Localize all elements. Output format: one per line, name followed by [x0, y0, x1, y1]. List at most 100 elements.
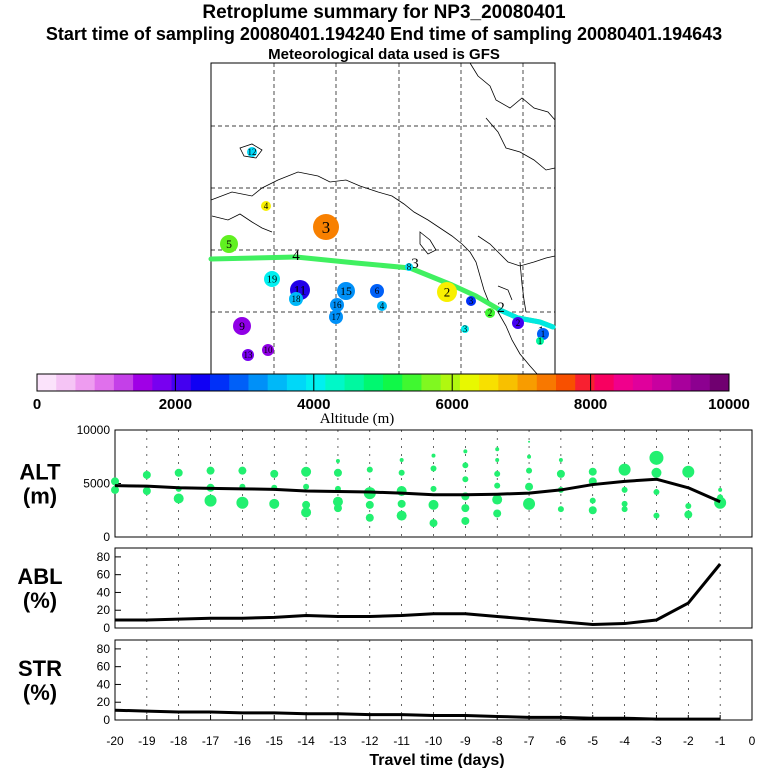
y-tick-label: 10000 — [77, 423, 111, 437]
x-tick-label: -5 — [587, 734, 598, 748]
y-tick-label: 40 — [97, 677, 111, 691]
cluster-label: 16 — [332, 300, 342, 310]
cluster-label: 6 — [375, 286, 380, 296]
colorbar-swatch — [690, 374, 711, 391]
altitude-point — [333, 468, 342, 477]
altitude-point — [431, 453, 436, 458]
x-tick-label: -19 — [138, 734, 156, 748]
altitude-point — [621, 506, 628, 513]
cluster-marker — [264, 271, 280, 287]
altitude-point — [589, 497, 596, 504]
colorbar-swatch — [94, 374, 115, 391]
cluster-marker — [262, 344, 274, 356]
y-axis-title: (%) — [23, 680, 57, 705]
cluster-marker — [461, 325, 469, 333]
colorbar-swatch — [267, 374, 288, 391]
x-tick-label: -14 — [297, 734, 315, 748]
x-tick-label: -12 — [361, 734, 379, 748]
altitude-point — [718, 487, 723, 492]
colorbar-swatch — [229, 374, 249, 391]
altitude-point — [430, 465, 437, 472]
cluster-label: 1 — [541, 329, 546, 339]
x-tick-label: -9 — [460, 734, 471, 748]
x-axis-title: Travel time (days) — [369, 752, 504, 768]
cluster-label: 4 — [380, 301, 385, 311]
colorbar-swatch — [113, 374, 134, 391]
trajectory-day-label: 3 — [411, 256, 419, 272]
y-tick-label: 20 — [97, 695, 111, 709]
y-tick-label: 0 — [103, 713, 110, 727]
altitude-point — [492, 494, 503, 505]
colorbar-swatch — [575, 374, 595, 391]
cluster-label: 2 — [488, 308, 493, 318]
colorbar-swatch — [56, 374, 76, 391]
chart-title: Retroplume summary for NP3_20080401 — [202, 2, 566, 23]
cluster-marker — [536, 337, 544, 345]
altitude-point — [588, 506, 597, 515]
y-tick-label: 80 — [97, 550, 111, 564]
colorbar-swatch — [190, 374, 211, 391]
altitude-point — [558, 457, 563, 462]
colorbar-tick-label: 6000 — [436, 396, 469, 413]
cluster-label: 2 — [516, 318, 521, 328]
colorbar-tick-labels: 0 2000 4000 6000 8000 10000 — [33, 374, 750, 413]
trajectory-day-label: 2 — [497, 300, 505, 316]
altitude-point — [398, 469, 405, 476]
colorbar-swatch — [459, 374, 480, 391]
altitude-point — [111, 477, 119, 486]
altitude-point — [717, 494, 724, 501]
altitude-point — [462, 476, 469, 483]
time-series-panels: 0500010000ALT(m)020406080ABL(%)020406080… — [17, 423, 755, 748]
y-tick-label: 80 — [97, 642, 111, 656]
series-line — [115, 563, 722, 626]
altitude-colorbar — [36, 373, 730, 392]
map-frame — [210, 62, 556, 376]
trajectory-line-recent — [497, 307, 556, 330]
x-tick-label: -8 — [492, 734, 503, 748]
altitude-point — [428, 499, 439, 510]
cluster-marker — [247, 147, 257, 157]
colorbar-swatch — [210, 374, 230, 391]
colorbar-title: Altitude (m) — [320, 411, 395, 427]
altitude-point — [430, 485, 437, 492]
colorbar-swatch — [133, 374, 153, 391]
colorbar-swatch — [171, 374, 192, 391]
colorbar-tick-label: 2000 — [159, 396, 192, 413]
colorbar-swatch — [517, 374, 538, 391]
colorbar-swatch — [306, 374, 326, 391]
cluster-marker — [466, 296, 476, 306]
altitude-point — [236, 496, 249, 509]
cluster-marker — [261, 201, 271, 211]
cluster-label: 15 — [340, 285, 352, 298]
altitude-point — [173, 493, 184, 504]
x-tick-label: -13 — [329, 734, 347, 748]
met-data-note: Meteorological data used is GFS — [268, 46, 500, 63]
y-axis-title: ABL — [17, 564, 62, 589]
x-tick-label: -4 — [619, 734, 630, 748]
x-tick-label: -16 — [234, 734, 252, 748]
colorbar-swatch — [479, 374, 499, 391]
altitude-point — [238, 466, 247, 475]
series-line — [114, 477, 721, 504]
colorbar-swatch — [363, 374, 384, 391]
y-tick-label: 0 — [103, 530, 110, 544]
x-tick-label: 0 — [749, 734, 756, 748]
cluster-marker — [337, 282, 355, 300]
cluster-marker — [242, 349, 254, 361]
altitude-point — [493, 509, 502, 518]
altitude-point — [557, 506, 564, 513]
altitude-point — [649, 450, 664, 465]
altitude-point — [556, 469, 565, 478]
y-tick-label: 0 — [103, 621, 110, 635]
cluster-label: 13 — [244, 350, 254, 360]
altitude-point — [685, 502, 692, 509]
cluster-marker — [233, 317, 251, 335]
altitude-point — [142, 486, 151, 495]
altitude-point — [621, 486, 628, 493]
colorbar-tick-label: 0 — [33, 396, 41, 413]
altitude-point — [525, 482, 534, 491]
y-axis-title: ALT — [19, 460, 61, 485]
x-tick-label: -15 — [266, 734, 284, 748]
